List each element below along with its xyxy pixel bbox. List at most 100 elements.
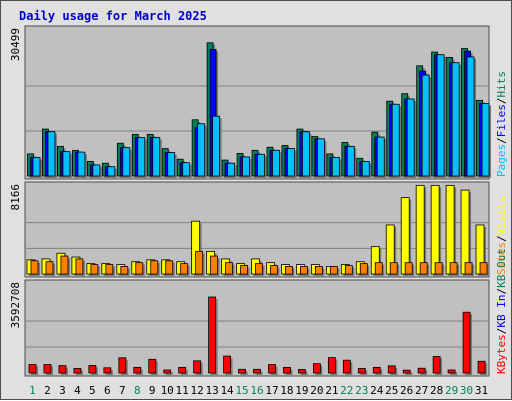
sites-bar-day-17 [270,265,278,275]
x-tick-label-day-21: 21 [325,384,338,397]
x-tick-label-day-25: 25 [385,384,398,397]
legend-entry: Hits [495,71,508,98]
sites-bar-day-26 [404,262,413,275]
kbytes-bar-day-15 [238,368,246,374]
sites-bar-day-2 [45,261,54,275]
kbytes-bar-day-21 [327,357,336,374]
kbytes-bar-day-8 [133,366,142,374]
visits-bar-day-29 [445,184,455,275]
kbytes-bar-day-2 [43,364,52,374]
pages-bar-day-16 [257,153,265,177]
pages-bar-day-24 [376,136,385,177]
kbytes-bar-day-31 [477,360,486,374]
sites-bar-day-19 [300,266,308,275]
sites-bar-day-1 [30,260,39,275]
panel-3-max-label: 3592708 [9,282,22,328]
panel-3-legend: KBytes/KB In/KB Out [495,248,508,374]
sites-bar-day-6 [105,264,114,275]
sites-bar-day-28 [434,262,443,275]
x-tick-label-day-3: 3 [59,384,66,397]
pages-bar-day-14 [227,162,235,177]
x-tick-label-day-28: 28 [430,384,443,397]
kbytes-bar-day-26-shadow [405,372,413,375]
x-tick-label-day-12: 12 [191,384,204,397]
x-tick-label-day-10: 10 [161,384,174,397]
kbytes-bar-day-27 [417,367,426,374]
legend-entry: Pages [495,144,508,177]
pages-bar-day-2 [47,131,56,177]
kbytes-bar-day-14 [223,355,231,374]
pages-bar-day-29 [451,62,460,177]
sites-bar-day-3 [60,255,69,275]
legend-entry: Files [495,104,508,137]
x-tick-label-day-13: 13 [205,384,218,397]
pages-bar-day-13 [212,115,221,177]
x-tick-label-day-2: 2 [44,384,51,397]
pages-bar-day-9 [152,137,161,177]
pages-bar-day-7 [122,147,131,177]
pages-bar-day-5 [92,164,101,177]
kbytes-bar-day-28 [432,356,441,374]
x-tick-label-day-15: 15 [235,384,248,397]
x-tick-label-day-14: 14 [220,384,234,397]
kbytes-bar-day-13 [208,296,217,374]
legend-entry: KB Out [495,248,508,288]
legend-entry: / [495,98,508,105]
pages-bar-day-30 [466,56,475,177]
sites-bar-day-25 [389,262,398,275]
kbytes-bar-day-16 [253,368,261,374]
legend-entry: / [495,288,508,295]
pages-bar-day-17 [272,149,280,177]
x-tick-label-day-22: 22 [340,384,353,397]
x-tick-label-day-24: 24 [370,384,384,397]
sites-bar-day-13 [210,255,219,275]
x-tick-label-day-7: 7 [119,384,126,397]
pages-bar-day-25 [391,103,400,177]
sites-bar-day-21 [329,266,338,275]
x-tick-label-day-20: 20 [310,384,323,397]
kbytes-bar-day-19 [298,369,306,374]
sites-bar-day-20 [314,266,323,275]
pages-bar-day-21 [331,157,340,177]
legend-entry: Sites [495,242,508,275]
kbytes-bar-day-12 [193,360,202,374]
kbytes-bar-day-29 [447,369,456,374]
kbytes-bar-day-10 [163,369,172,374]
panel-2-max-label: 8166 [9,184,22,211]
sites-bar-day-18 [285,266,293,275]
kbytes-bar-day-5 [88,365,97,374]
sites-bar-day-12 [195,250,204,275]
kbytes-bar-day-17 [268,364,276,374]
legend-entry: KBytes [495,334,508,374]
sites-bar-day-16 [255,263,263,275]
sites-bar-day-10 [165,260,174,275]
pages-bar-day-23 [361,160,370,177]
x-tick-label-day-11: 11 [176,384,189,397]
sites-bar-day-23 [359,263,368,275]
sites-bar-day-31 [479,262,488,275]
x-tick-label-day-29: 29 [445,384,458,397]
visits-bar-day-28 [430,184,440,275]
legend-entry: KB In [495,295,508,328]
sites-bar-day-29 [449,262,458,275]
x-tick-label-day-16: 16 [250,384,263,397]
sites-bar-day-9 [150,260,159,275]
x-tick-label-day-27: 27 [415,384,428,397]
sites-bar-day-4 [75,258,84,275]
x-tick-label-day-23: 23 [355,384,368,397]
legend-entry: / [495,328,508,335]
sites-bar-day-24 [374,262,383,275]
x-tick-label-day-8: 8 [134,384,141,397]
x-tick-label-day-30: 30 [460,384,473,397]
x-tick-label-day-6: 6 [104,384,111,397]
kbytes-bar-day-10-shadow [165,371,173,375]
kbytes-bar-day-9 [148,358,157,374]
x-tick-label-day-19: 19 [295,384,308,397]
visits-bar-day-30 [460,189,470,275]
sites-bar-day-11 [180,263,189,275]
sites-bar-day-8 [135,262,144,275]
x-tick-label-day-31: 31 [475,384,488,397]
kbytes-bar-day-25 [387,365,396,374]
kbytes-bar-day-30 [462,311,471,374]
